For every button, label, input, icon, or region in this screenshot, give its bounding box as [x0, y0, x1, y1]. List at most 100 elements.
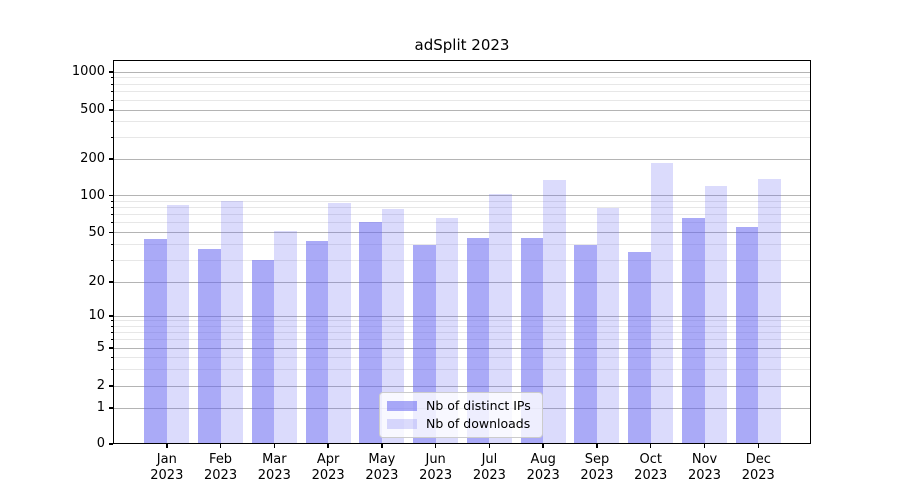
major-gridline [113, 281, 811, 283]
plot-area [113, 60, 811, 444]
y-tick-label: 1 [96, 400, 105, 415]
y-minor-tick [111, 206, 113, 208]
y-minor-tick [111, 331, 113, 333]
bar-downloads [758, 178, 781, 444]
bar-distinct-ips [305, 240, 329, 444]
x-major-tick [327, 444, 329, 448]
x-major-tick [434, 444, 437, 448]
y-major-tick [109, 71, 113, 73]
minor-gridline [113, 91, 811, 93]
major-gridline [113, 315, 811, 317]
x-major-tick [273, 444, 276, 448]
y-tick-label: 200 [80, 151, 105, 166]
x-major-tick [757, 444, 760, 448]
bar-distinct-ips [735, 227, 759, 444]
major-gridline [113, 158, 811, 160]
x-major-tick [166, 444, 168, 448]
minor-gridline [113, 206, 811, 208]
legend-swatch-downloads [387, 418, 417, 429]
y-minor-tick [111, 244, 113, 246]
y-tick-label: 0 [96, 436, 105, 451]
y-major-tick [109, 385, 113, 387]
legend-swatch-distinct-ips [387, 401, 417, 412]
minor-gridline [113, 121, 811, 123]
y-major-tick [109, 109, 113, 111]
x-tick-label: Jun 2023 [419, 452, 453, 483]
bar-downloads [166, 204, 190, 444]
bar-distinct-ips [251, 260, 275, 444]
bar-distinct-ips [574, 244, 597, 444]
y-minor-tick [111, 121, 113, 123]
minor-gridline [113, 222, 811, 224]
legend-label-downloads: Nb of downloads [426, 415, 531, 431]
y-tick-label: 50 [88, 224, 105, 240]
y-minor-tick [111, 222, 113, 224]
y-major-tick [109, 231, 113, 234]
major-gridline [113, 347, 811, 349]
y-tick-label: 5 [96, 340, 105, 355]
x-tick-label: Mar 2023 [257, 452, 291, 483]
x-major-tick [596, 444, 598, 448]
x-tick-label: Oct 2023 [634, 452, 668, 483]
bar-downloads [220, 201, 244, 444]
minor-gridline [113, 320, 811, 322]
y-minor-tick [111, 200, 113, 202]
y-major-tick [109, 158, 113, 160]
minor-gridline [113, 331, 811, 333]
y-minor-tick [111, 91, 113, 93]
y-major-tick [109, 315, 113, 317]
x-major-tick [542, 444, 544, 448]
x-tick-label: Aug 2023 [526, 452, 560, 483]
x-major-tick [219, 444, 222, 448]
minor-gridline [113, 77, 811, 79]
legend: Nb of distinct IPs Nb of downloads [379, 392, 543, 438]
legend-label-distinct-ips: Nb of distinct IPs [426, 398, 531, 414]
y-major-tick [109, 194, 113, 197]
y-minor-tick [111, 99, 113, 101]
minor-gridline [113, 136, 811, 138]
y-tick-label: 20 [88, 274, 105, 289]
bar-downloads [543, 180, 566, 444]
major-gridline [113, 109, 811, 111]
major-gridline [113, 195, 811, 196]
x-tick-label: Jan 2023 [150, 452, 184, 483]
x-major-tick [703, 444, 706, 448]
bar-downloads [328, 202, 351, 444]
y-minor-tick [111, 356, 113, 358]
bar-downloads [381, 208, 405, 444]
x-tick-label: Apr 2023 [311, 452, 345, 483]
y-minor-tick [111, 77, 113, 79]
minor-gridline [113, 244, 811, 246]
minor-gridline [113, 325, 811, 327]
x-tick-label: Jul 2023 [472, 452, 506, 483]
y-tick-label: 1000 [71, 64, 105, 79]
minor-gridline [113, 83, 811, 85]
x-tick-label: Sep 2023 [580, 452, 614, 483]
x-tick-label: May 2023 [365, 452, 399, 483]
minor-gridline [113, 214, 811, 216]
y-major-tick [109, 281, 113, 283]
x-major-tick [649, 444, 652, 448]
x-major-tick [488, 444, 491, 448]
y-tick-label: 500 [80, 102, 105, 117]
y-minor-tick [111, 259, 113, 261]
y-minor-tick [111, 325, 113, 327]
y-minor-tick [111, 320, 113, 322]
minor-gridline [113, 339, 811, 341]
y-major-tick [109, 443, 113, 445]
y-major-tick [109, 347, 113, 349]
minor-gridline [113, 259, 811, 261]
bar-downloads [274, 231, 297, 444]
legend-item-distinct-ips: Nb of distinct IPs [387, 398, 535, 415]
major-gridline [113, 385, 811, 387]
bar-distinct-ips [144, 239, 167, 444]
major-gridline [113, 232, 811, 233]
x-tick-label: Dec 2023 [741, 452, 775, 483]
y-major-tick [109, 407, 113, 409]
minor-gridline [113, 99, 811, 101]
minor-gridline [113, 368, 811, 370]
y-tick-label: 100 [80, 187, 105, 203]
bar-distinct-ips [682, 217, 705, 444]
y-minor-tick [111, 214, 113, 216]
